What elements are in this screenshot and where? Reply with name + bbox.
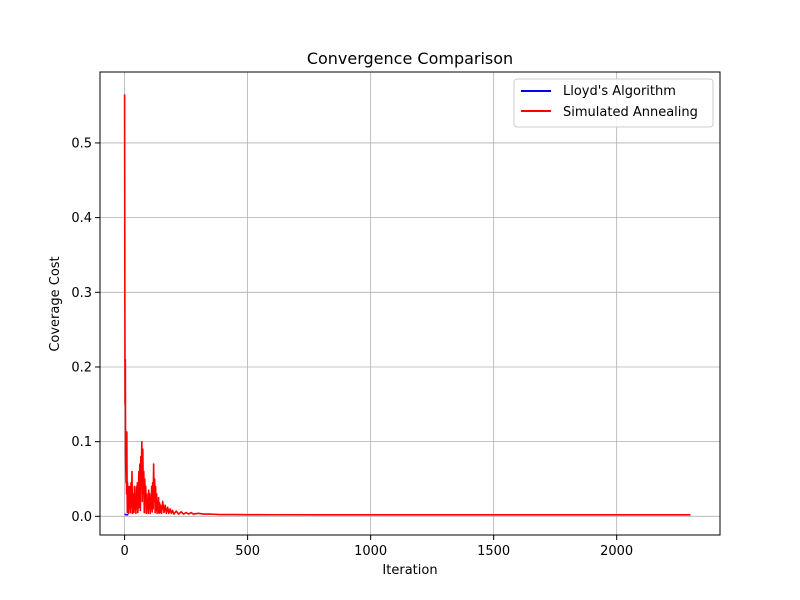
plot-frame bbox=[99, 71, 721, 536]
legend: Lloyd's Algorithm Simulated Annealing bbox=[513, 78, 714, 128]
y-tick-label: 0.1 bbox=[71, 435, 92, 450]
y-tick-label: 0.3 bbox=[71, 286, 92, 301]
y-tick-label: 0.2 bbox=[71, 360, 92, 375]
plot-area bbox=[100, 72, 720, 535]
legend-box bbox=[513, 78, 714, 128]
series-line-simulated-annealing bbox=[123, 94, 691, 516]
y-tick-label: 0.5 bbox=[71, 136, 92, 151]
y-tick-label: 0.4 bbox=[71, 211, 92, 226]
y-axis-label: Coverage Cost bbox=[48, 256, 63, 351]
x-tick-label: 500 bbox=[235, 544, 260, 559]
legend-label-lloyds: Lloyd's Algorithm bbox=[563, 84, 676, 99]
series-line-lloyds bbox=[124, 513, 129, 516]
axis-ticks: 0 500 1000 1500 2000 0.0 0.1 0.2 0.3 0.4 0.5 bbox=[71, 136, 633, 559]
x-tick-label: 0 bbox=[120, 544, 128, 559]
x-tick-label: 1000 bbox=[354, 544, 387, 559]
legend-label-simulated-annealing: Simulated Annealing bbox=[563, 105, 698, 120]
series-lines bbox=[123, 94, 691, 516]
chart-title: Convergence Comparison bbox=[307, 49, 513, 68]
y-tick-label: 0.0 bbox=[71, 510, 92, 525]
x-axis-label: Iteration bbox=[382, 563, 437, 578]
x-tick-label: 2000 bbox=[600, 544, 633, 559]
x-tick-label: 1500 bbox=[477, 544, 510, 559]
grid-lines bbox=[100, 72, 720, 535]
